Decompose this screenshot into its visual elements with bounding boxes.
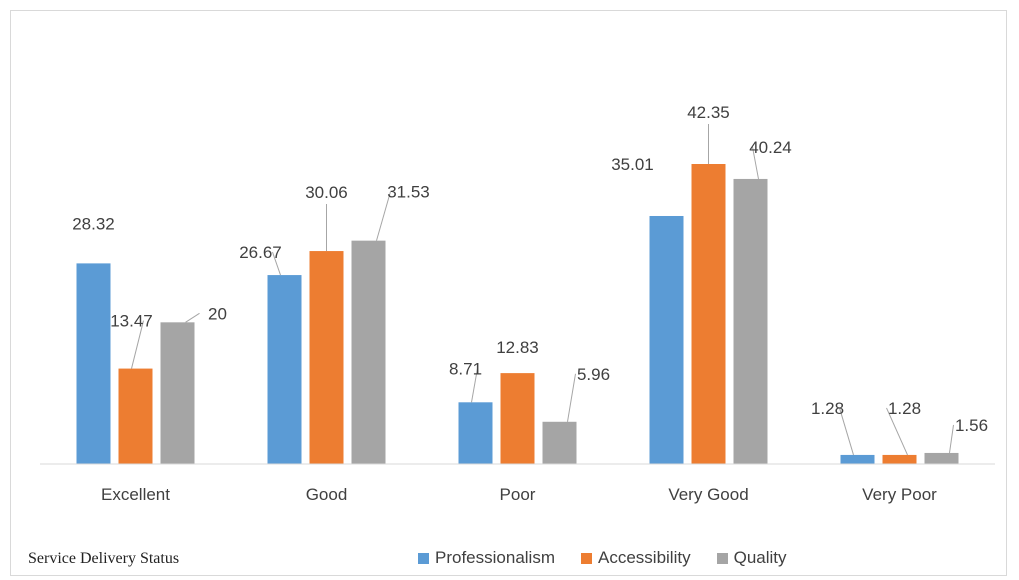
chart-frame [10,10,1007,576]
bar-excellent-accessibility [118,368,153,464]
x-tick-labels: Excellent Good Poor Very Good Very Poor [101,485,937,504]
leader-line [471,368,478,403]
leader-line [949,424,954,454]
legend-item-quality: Quality [716,548,787,568]
bar-good-professionalism [267,275,302,464]
footer-title: Service Delivery Status [28,550,180,567]
data-label: 1.28 [888,399,921,418]
data-label: 8.71 [449,359,482,378]
data-label: 35.01 [611,155,654,174]
data-label: 5.96 [577,365,610,384]
bar-very-poor-accessibility [882,454,917,464]
x-tick-label: Very Poor [862,485,937,504]
data-label: 28.32 [72,214,115,233]
bar-very-good-quality [733,178,768,464]
leader-line [886,407,908,456]
x-tick-label: Very Good [668,485,748,504]
legend-label: Accessibility [598,548,691,567]
leader-line [567,373,576,422]
legend: Professionalism Accessibility Quality [418,545,813,571]
data-labels-layer: 28.32 13.47 20 26.67 30.06 31.53 8.71 12.83 5.96… [72,103,988,435]
bars-layer [76,164,959,464]
x-tick-label: Good [306,485,348,504]
legend-label: Professionalism [435,548,555,567]
data-label: 13.47 [110,312,153,331]
leader-line [839,407,854,456]
data-label: 31.53 [387,183,430,202]
bar-very-poor-professionalism [840,454,875,464]
leader-line [185,312,200,323]
data-label: 40.24 [749,138,792,157]
leader-line [752,146,759,180]
data-label: 12.83 [496,338,539,357]
leader-line [376,191,391,241]
bar-poor-quality [542,421,577,464]
legend-swatch [418,552,429,564]
bar-very-good-accessibility [691,164,726,464]
bar-good-accessibility [309,251,344,464]
bar-poor-professionalism [458,402,493,464]
bar-good-quality [351,240,386,464]
data-label: 1.56 [955,416,988,435]
x-tick-label: Poor [500,485,536,504]
data-label: 42.35 [687,103,730,122]
leader-lines-layer [131,124,954,456]
data-label: 30.06 [305,183,348,202]
bar-excellent-quality [160,322,195,464]
leader-line [272,251,281,276]
legend-item-accessibility: Accessibility [581,548,691,568]
legend-item-professionalism: Professionalism [418,548,555,568]
leader-line [131,320,144,369]
x-tick-label: Excellent [101,485,170,504]
data-label: 1.28 [811,399,844,418]
bar-poor-accessibility [500,373,535,464]
legend-swatch [581,552,592,564]
legend-swatch [716,552,728,564]
bar-very-poor-quality [924,452,959,464]
legend-label: Quality [733,548,787,567]
data-label: 26.67 [239,243,282,262]
data-label: 20 [208,304,227,323]
bar-excellent-professionalism [76,263,111,464]
bar-very-good-professionalism [649,215,684,464]
